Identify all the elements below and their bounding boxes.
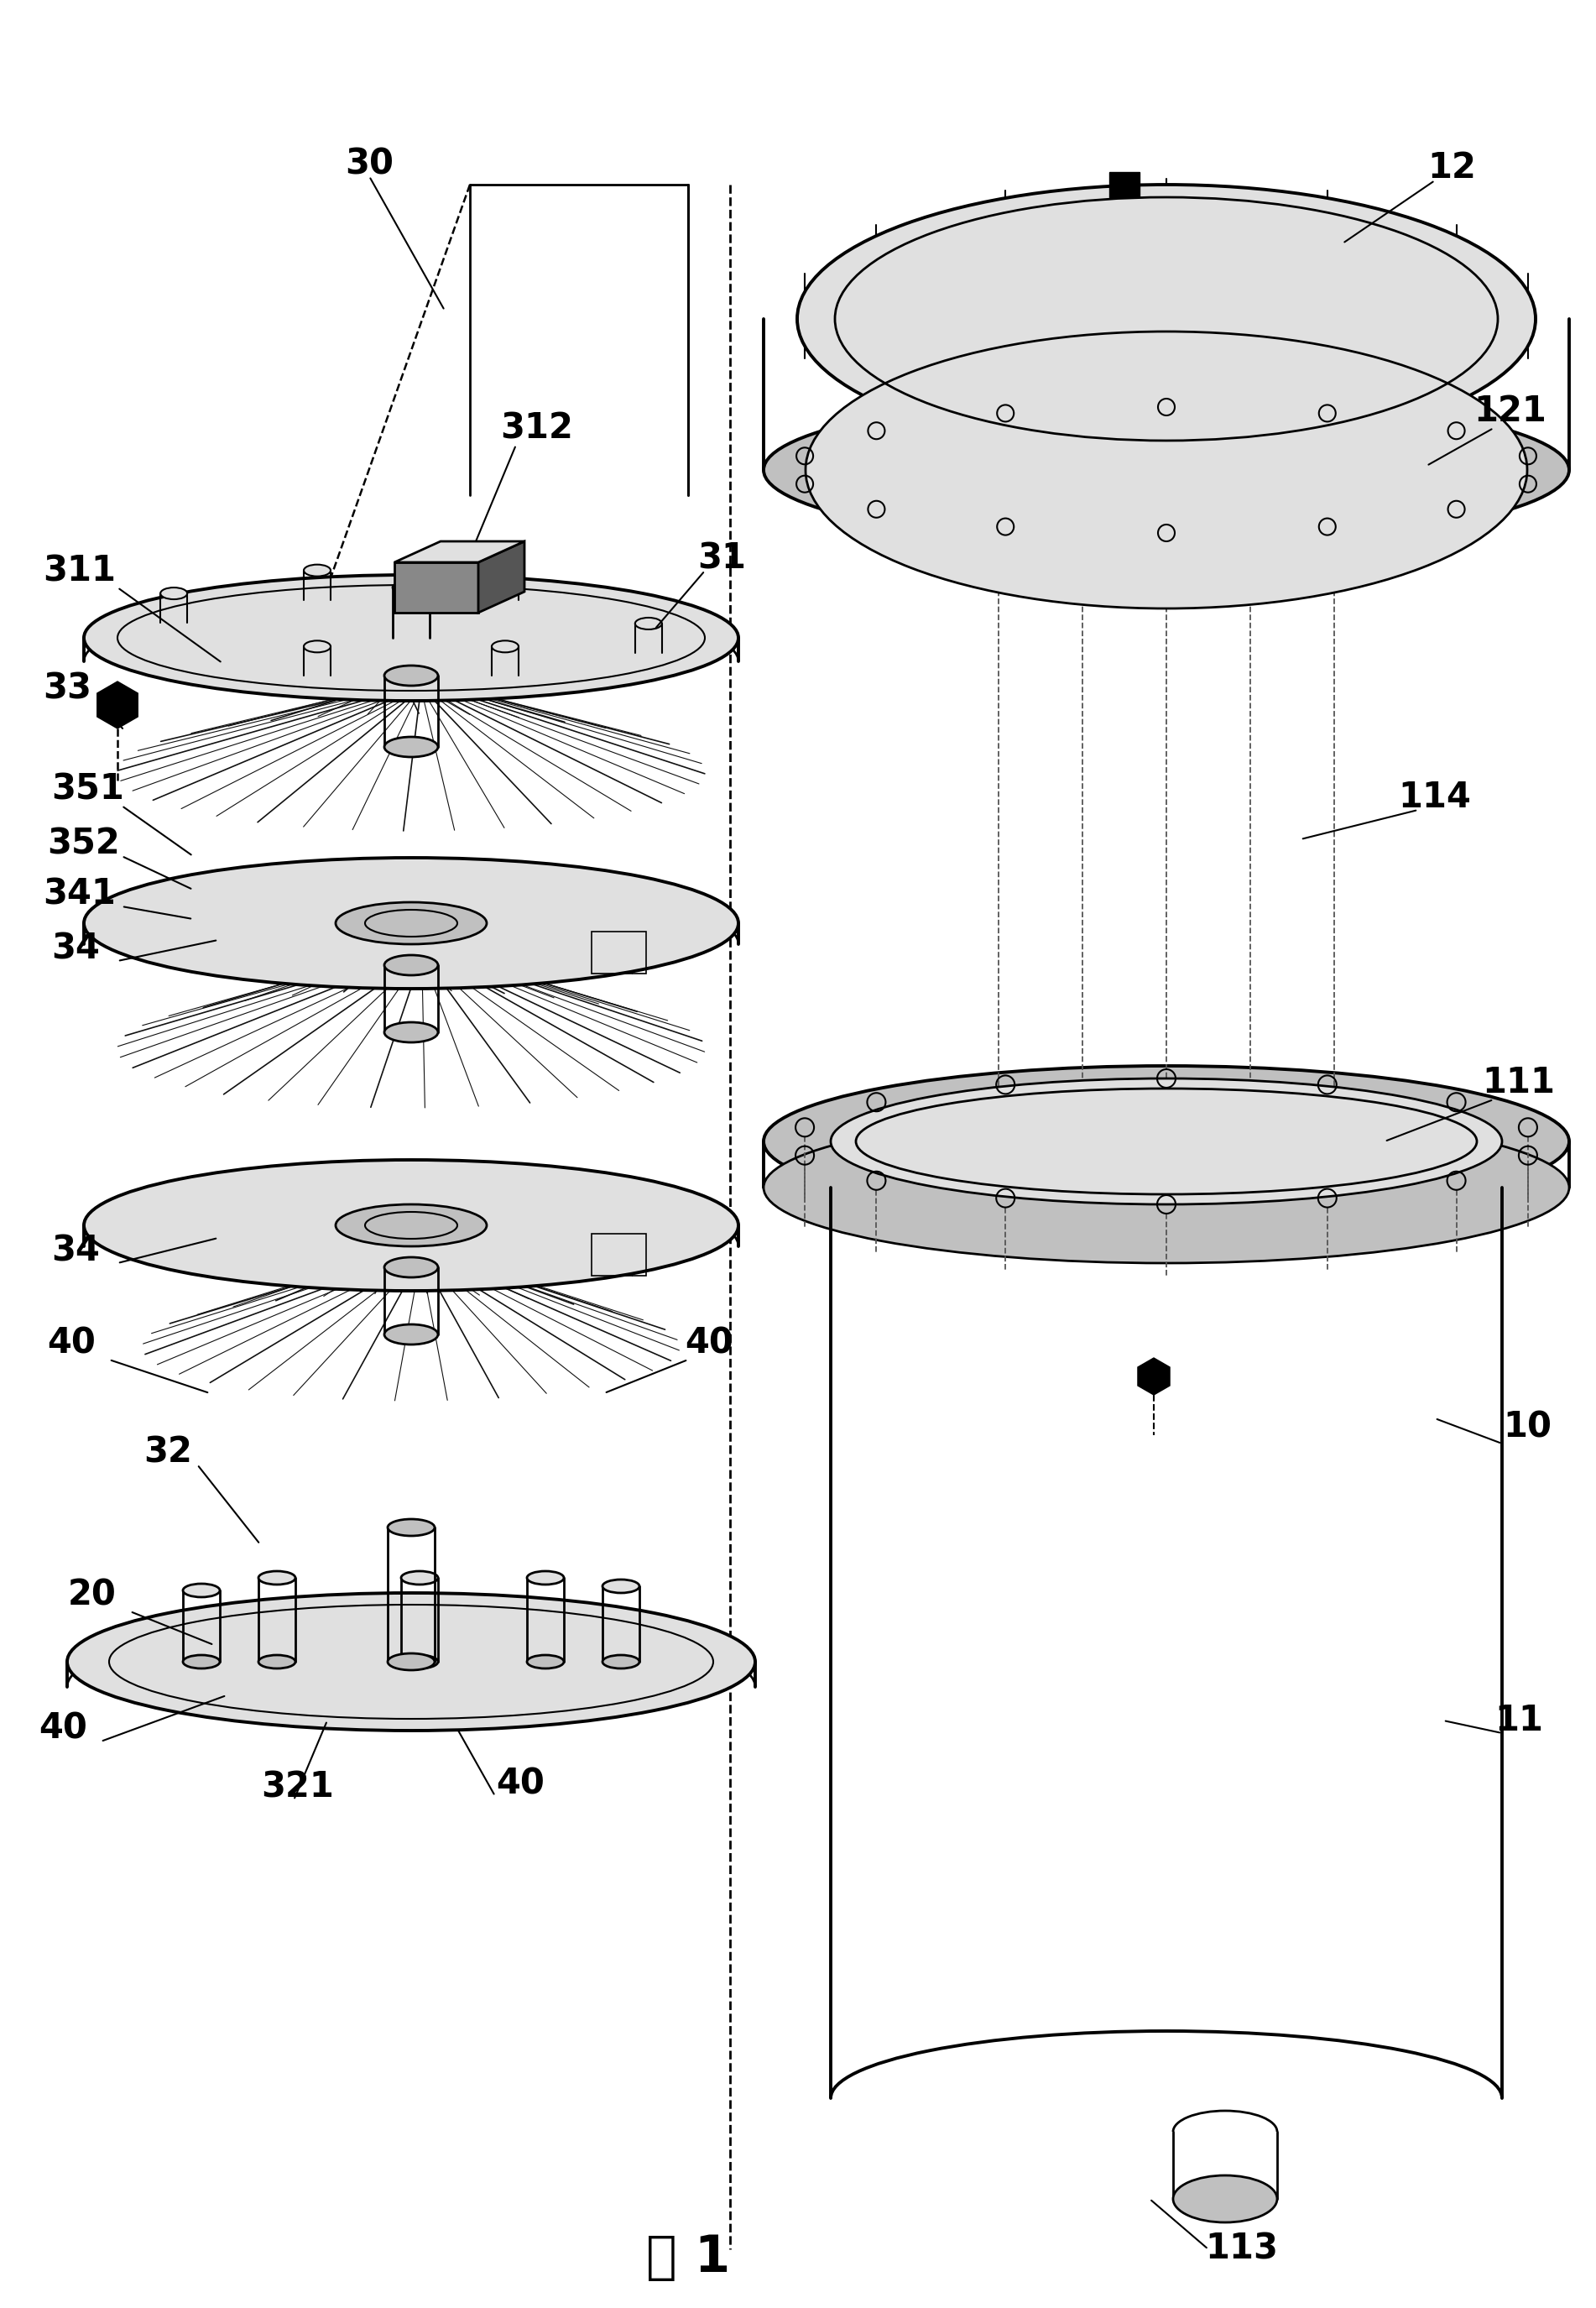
Ellipse shape [67,1593,755,1731]
Ellipse shape [303,565,330,577]
Ellipse shape [259,1655,295,1669]
Text: 121: 121 [1475,395,1547,429]
Bar [592,932,646,974]
Ellipse shape [385,665,437,685]
Ellipse shape [184,1655,220,1669]
Text: 32: 32 [144,1433,192,1470]
Text: 352: 352 [48,826,120,861]
Text: 111: 111 [1483,1064,1556,1101]
Text: 341: 341 [43,877,117,912]
Ellipse shape [85,859,739,988]
Ellipse shape [388,1519,434,1535]
Ellipse shape [385,1258,437,1276]
Ellipse shape [763,1112,1569,1262]
Text: 11: 11 [1494,1703,1543,1738]
Ellipse shape [527,1572,563,1586]
Ellipse shape [401,1572,437,1586]
Ellipse shape [602,1655,640,1669]
Ellipse shape [335,1205,487,1246]
Ellipse shape [385,956,437,976]
Ellipse shape [385,736,437,757]
Ellipse shape [303,642,330,653]
Ellipse shape [85,575,739,702]
Ellipse shape [796,185,1535,452]
Ellipse shape [602,1579,640,1593]
Ellipse shape [388,1653,434,1671]
Text: 12: 12 [1427,150,1476,185]
Ellipse shape [527,1655,563,1669]
Text: 321: 321 [262,1770,334,1805]
Text: 40: 40 [685,1325,733,1359]
Ellipse shape [763,1066,1569,1216]
Polygon shape [394,542,525,563]
Bar [592,1235,646,1276]
Ellipse shape [401,1655,437,1669]
Polygon shape [1138,1357,1170,1394]
Ellipse shape [184,1583,220,1597]
Text: 33: 33 [43,672,91,706]
Ellipse shape [492,642,519,653]
Text: 40: 40 [496,1766,544,1800]
Ellipse shape [1173,2176,1277,2223]
Text: 40: 40 [46,1325,96,1359]
Ellipse shape [393,582,429,593]
Polygon shape [479,542,525,612]
Ellipse shape [85,1161,739,1290]
Text: 312: 312 [501,411,573,445]
Text: 34: 34 [51,930,101,967]
Ellipse shape [161,589,187,600]
Text: 34: 34 [51,1232,101,1267]
Bar [1109,173,1140,196]
Ellipse shape [335,902,487,944]
Text: 40: 40 [38,1710,88,1747]
Ellipse shape [635,619,662,630]
Ellipse shape [492,565,519,577]
Text: 31: 31 [697,540,745,575]
Ellipse shape [385,1325,437,1346]
Polygon shape [394,563,479,612]
Ellipse shape [259,1572,295,1586]
Text: 311: 311 [43,554,117,589]
Ellipse shape [832,1078,1502,1205]
Polygon shape [97,681,137,729]
Text: 351: 351 [51,771,124,805]
Text: 113: 113 [1205,2232,1278,2266]
Text: 20: 20 [69,1576,117,1613]
Ellipse shape [763,395,1569,545]
Text: 30: 30 [345,145,394,182]
Ellipse shape [806,332,1527,609]
Text: 图 1: 图 1 [646,2232,731,2283]
Ellipse shape [385,1022,437,1043]
Text: 10: 10 [1503,1410,1551,1445]
Text: 114: 114 [1398,780,1472,815]
